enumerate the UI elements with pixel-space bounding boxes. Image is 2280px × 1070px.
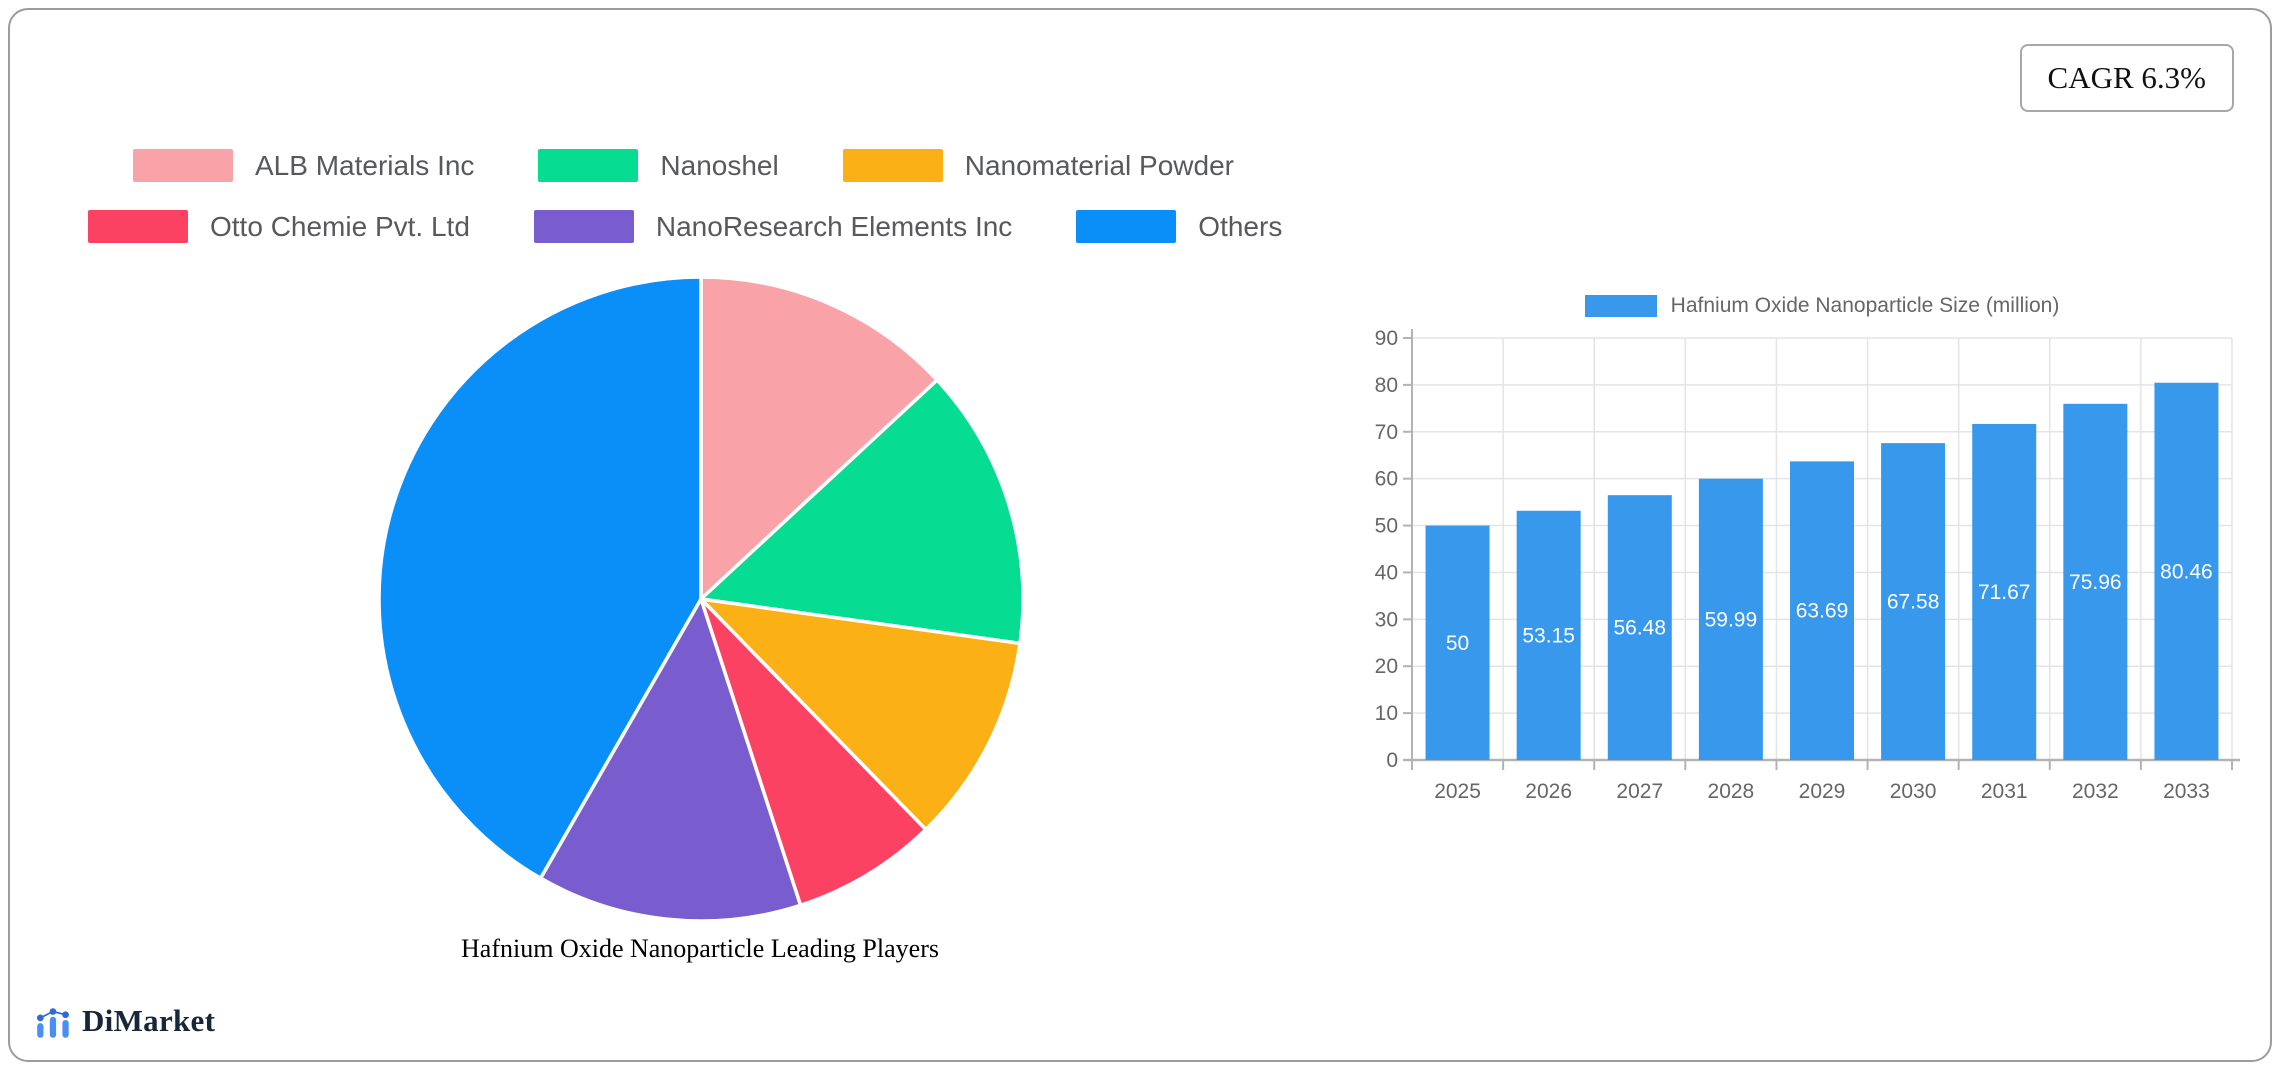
bar-value-label: 50 xyxy=(1446,632,1469,655)
y-tick-label: 60 xyxy=(1375,468,1398,491)
bar-value-label: 59.99 xyxy=(1705,608,1758,631)
y-tick-label: 70 xyxy=(1375,421,1398,444)
y-tick-label: 0 xyxy=(1386,749,1398,772)
bar-2030 xyxy=(1881,443,1946,760)
legend-label: Otto Chemie Pvt. Ltd xyxy=(210,210,470,242)
bar-2028 xyxy=(1698,478,1763,760)
bar-legend-swatch xyxy=(1584,295,1657,317)
pie-slice-alb-materials-inc xyxy=(699,275,939,601)
y-tick-label: 40 xyxy=(1375,561,1398,584)
bar-2025 xyxy=(1425,525,1490,760)
bar-2026 xyxy=(1516,510,1581,760)
bar-value-label: 56.48 xyxy=(1613,617,1666,640)
legend-swatch xyxy=(842,149,943,182)
bar-value-label: 71.67 xyxy=(1978,581,2031,604)
y-tick-label: 10 xyxy=(1375,702,1398,725)
legend-label: Others xyxy=(1198,210,1283,242)
bar-value-label: 75.96 xyxy=(2069,571,2122,594)
y-tick-label: 90 xyxy=(1375,329,1398,350)
bar-2033 xyxy=(2154,382,2219,760)
bar-chart-legend: Hafnium Oxide Nanoparticle Size (million… xyxy=(1412,293,2232,319)
brand-footer: DiMarket xyxy=(35,1000,215,1042)
legend-swatch xyxy=(1076,210,1177,243)
x-tick-label: 2032 xyxy=(2072,780,2119,803)
x-tick-label: 2031 xyxy=(1981,780,2028,803)
x-tick-label: 2027 xyxy=(1616,780,1663,803)
bar-2027 xyxy=(1607,495,1672,760)
pie-legend-row-2: Otto Chemie Pvt. Ltd NanoResearch Element… xyxy=(88,210,1282,243)
pie-slice-nanomaterial-powder xyxy=(699,597,1022,832)
bar-chart: Hafnium Oxide Nanoparticle Size (million… xyxy=(1360,293,2250,823)
pie-slice-nanoresearch-elements-inc xyxy=(538,597,803,923)
y-tick-label: 80 xyxy=(1375,374,1398,397)
legend-item-otto-chemie-pvt-ltd: Otto Chemie Pvt. Ltd xyxy=(88,210,470,243)
x-tick-label: 2030 xyxy=(1890,780,1937,803)
legend-swatch xyxy=(533,210,634,243)
pie-chart-title: Hafnium Oxide Nanoparticle Leading Playe… xyxy=(461,934,939,963)
x-tick-label: 2029 xyxy=(1799,780,1846,803)
bar-value-label: 53.15 xyxy=(1522,624,1575,647)
legend-swatch xyxy=(133,149,233,182)
pie-chart xyxy=(377,275,1025,923)
brand-name: DiMarket xyxy=(82,1003,216,1038)
bar-value-label: 80.46 xyxy=(2160,560,2213,583)
y-tick-label: 20 xyxy=(1375,655,1398,678)
legend-swatch xyxy=(88,210,188,243)
y-tick-label: 30 xyxy=(1375,608,1398,631)
legend-item-nanoshel: Nanoshel xyxy=(538,149,779,182)
x-tick-label: 2026 xyxy=(1525,780,1572,803)
bar-value-label: 63.69 xyxy=(1796,600,1849,623)
bar-2032 xyxy=(2063,403,2128,760)
legend-swatch xyxy=(538,149,639,182)
dimarket-logo-icon xyxy=(36,1008,69,1038)
pie-slice-nanoshel xyxy=(699,378,1025,646)
pie-slice-otto-chemie-pvt-ltd xyxy=(699,597,928,907)
legend-label: ALB Materials Inc xyxy=(255,149,475,181)
bar-chart-svg: 010203040506070809050202553.15202656.482… xyxy=(1375,329,2240,803)
bar-2031 xyxy=(1972,423,2037,760)
legend-item-alb-materials-inc: ALB Materials Inc xyxy=(133,149,474,182)
pie-slice-others xyxy=(377,275,703,880)
legend-item-nanomaterial-powder: Nanomaterial Powder xyxy=(842,149,1234,182)
cagr-badge: CAGR 6.3% xyxy=(2019,44,2234,112)
x-tick-label: 2033 xyxy=(2163,780,2210,803)
legend-item-others: Others xyxy=(1076,210,1282,243)
legend-label: Nanoshel xyxy=(660,149,779,181)
legend-item-nanoresearch-elements-inc: NanoResearch Elements Inc xyxy=(533,210,1013,243)
legend-label: Nanomaterial Powder xyxy=(964,149,1234,181)
bar-2029 xyxy=(1790,461,1854,760)
y-tick-label: 50 xyxy=(1375,515,1398,538)
x-tick-label: 2028 xyxy=(1708,780,1755,803)
pie-legend-row-1: ALB Materials Inc Nanoshel Nanomaterial Po… xyxy=(133,149,1234,182)
cagr-label: CAGR 6.3% xyxy=(2047,60,2206,95)
bar-value-label: 67.58 xyxy=(1887,591,1940,614)
x-tick-label: 2025 xyxy=(1434,780,1481,803)
bar-legend-label: Hafnium Oxide Nanoparticle Size (million… xyxy=(1670,294,2060,317)
legend-label: NanoResearch Elements Inc xyxy=(655,210,1013,242)
